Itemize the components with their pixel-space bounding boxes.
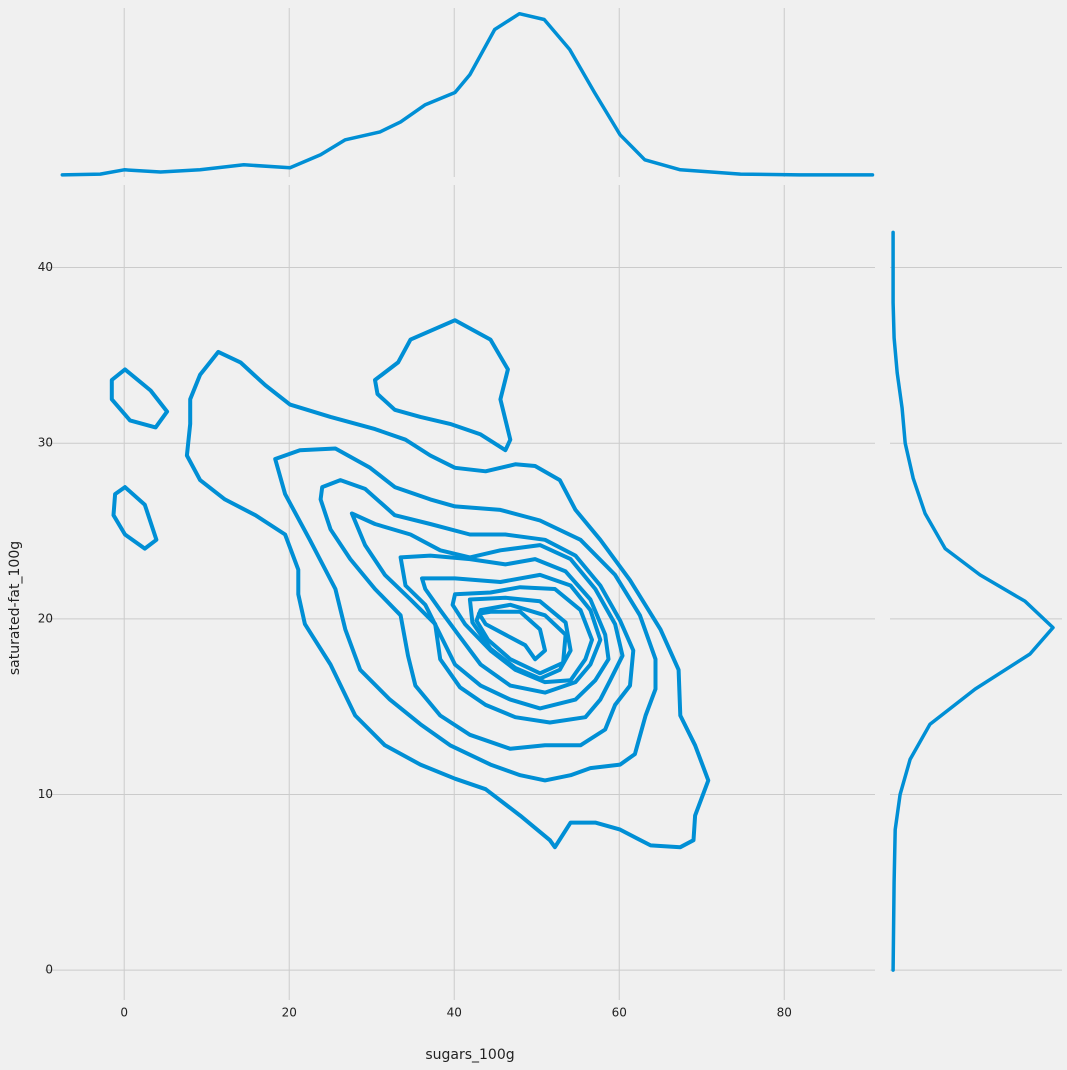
x-axis-label: sugars_100g [425, 1047, 514, 1063]
y-tick-label: 10 [38, 787, 53, 801]
contour-line [318, 478, 636, 751]
y-axis-label: saturated-fat_100g [7, 541, 23, 675]
contour-line [184, 349, 711, 850]
x-tick-label: 80 [777, 1006, 792, 1020]
contour-line [474, 602, 568, 676]
contour-line [420, 572, 603, 695]
x-tick-label: 40 [447, 1006, 462, 1020]
contour-line [450, 585, 594, 685]
contour-line [111, 485, 159, 551]
x-tick-label: 0 [120, 1006, 128, 1020]
x-tick-label: 60 [612, 1006, 627, 1020]
x-marginal-kde [60, 11, 875, 177]
y-tick-label: 20 [38, 611, 53, 625]
y-tick-label: 40 [38, 260, 53, 274]
x-tick-label: 20 [282, 1006, 297, 1020]
contour-line [373, 318, 513, 453]
contour-line [467, 595, 573, 681]
y-tick-label: 0 [45, 963, 53, 977]
contour-line [477, 609, 547, 662]
contour-line [109, 367, 170, 430]
y-marginal-kde [891, 230, 1055, 972]
contour-line [398, 553, 611, 711]
contour-line [273, 446, 658, 783]
y-tick-label: 30 [38, 436, 53, 450]
